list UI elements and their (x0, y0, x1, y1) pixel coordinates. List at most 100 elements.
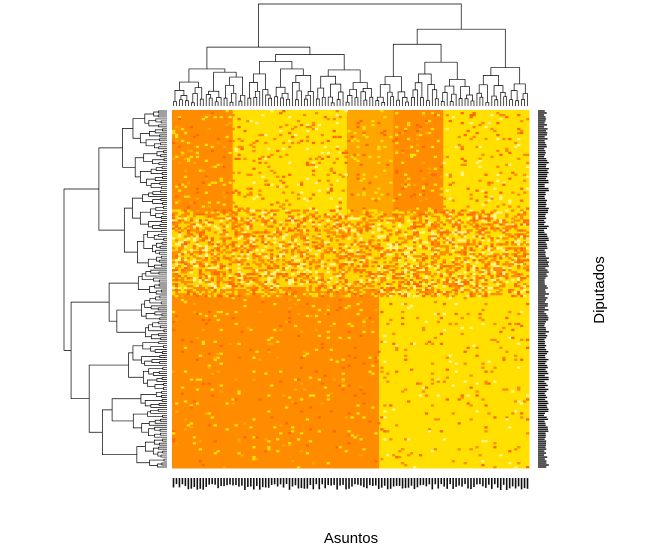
heatmap-cell (362, 133, 366, 137)
heatmap-cell (326, 151, 330, 155)
heatmap-cell (487, 269, 491, 272)
heatmap-cell (341, 294, 345, 298)
heatmap-cell (389, 438, 393, 441)
heatmap-cell (299, 283, 304, 286)
heatmap-cell (526, 398, 530, 401)
heatmap-cell (198, 261, 203, 264)
heatmap-cell (237, 277, 241, 280)
heatmap-cell (383, 292, 387, 296)
heatmap-cell (261, 215, 265, 218)
heatmap-cell (463, 233, 467, 236)
heatmap-cell (421, 193, 426, 196)
heatmap-cell (207, 251, 211, 254)
heatmap-cell (252, 277, 256, 280)
heatmap-cell (335, 227, 339, 230)
heatmap-cell (460, 249, 464, 252)
heatmap-cell (484, 213, 488, 216)
heatmap-cell (401, 316, 405, 320)
heatmap-cell (350, 324, 354, 328)
heatmap-cell (252, 219, 256, 222)
heatmap-cell (299, 263, 304, 266)
heatmap-cell (514, 410, 518, 413)
heatmap-cell (359, 215, 363, 218)
column-dendrogram-link (321, 96, 326, 106)
heatmap-cell (484, 215, 488, 218)
heatmap-cell (326, 394, 330, 397)
heatmap-cell (314, 287, 319, 290)
row-dendrogram-link (162, 212, 167, 215)
heatmap-cell (526, 247, 530, 250)
heatmap-cell (401, 273, 405, 276)
column-dendrogram-link (327, 69, 361, 83)
heatmap-cell (511, 225, 515, 228)
heatmap-cell (508, 177, 512, 180)
heatmap-cell (320, 141, 325, 145)
heatmap-cell (222, 294, 226, 298)
heatmap-cell (347, 269, 351, 272)
heatmap-cell (490, 113, 494, 117)
heatmap-cell (234, 149, 238, 153)
heatmap-cell (201, 181, 206, 184)
heatmap-cell (514, 257, 518, 260)
heatmap-cell (481, 227, 485, 230)
heatmap-cell (466, 394, 470, 397)
heatmap-cell (308, 406, 313, 409)
heatmap-cell (314, 292, 319, 296)
heatmap-cell (270, 287, 274, 290)
heatmap-cell (210, 394, 214, 397)
row-dendrogram-link (144, 441, 155, 452)
heatmap-cell (195, 197, 200, 200)
heatmap-cell (496, 275, 500, 278)
heatmap-cell (362, 219, 366, 222)
heatmap-cell (174, 239, 179, 242)
row-dendrogram-link (157, 114, 167, 118)
heatmap-cell (374, 209, 378, 212)
heatmap-cell (293, 294, 298, 298)
heatmap-cell (362, 211, 366, 214)
heatmap-cell (412, 239, 417, 242)
heatmap-cell (291, 460, 295, 463)
heatmap-cell (276, 356, 280, 359)
heatmap-cell (174, 125, 179, 129)
heatmap-cell (359, 289, 363, 292)
heatmap-cell (430, 227, 435, 230)
heatmap-cell (412, 294, 417, 298)
heatmap-cell (207, 221, 211, 224)
heatmap-cell (210, 237, 214, 240)
heatmap-cell (436, 247, 441, 250)
heatmap-cell (249, 281, 253, 284)
heatmap-cell (249, 143, 253, 147)
heatmap-cell (371, 277, 375, 280)
heatmap-cell (436, 223, 441, 226)
heatmap-cell (285, 209, 289, 212)
heatmap-cell (386, 221, 390, 224)
heatmap-cell (270, 235, 274, 238)
heatmap-cell (267, 249, 271, 252)
heatmap-cell (484, 191, 488, 194)
row-dendrogram-link (142, 342, 159, 350)
heatmap-cell (317, 215, 322, 218)
heatmap-cell (338, 115, 342, 119)
heatmap-cell (374, 211, 378, 214)
heatmap-cell (323, 285, 327, 288)
heatmap-cells (170, 108, 531, 470)
heatmap-cell (436, 380, 441, 383)
row-dendrogram-link (143, 153, 157, 163)
heatmap-cell (374, 245, 378, 248)
heatmap-cell (386, 251, 390, 254)
heatmap-cell (460, 147, 464, 151)
heatmap-cell (335, 261, 339, 264)
heatmap-cell (484, 125, 488, 129)
heatmap-cell (511, 261, 515, 264)
heatmap-cell (493, 292, 497, 296)
heatmap-cell (517, 342, 521, 345)
heatmap-cell (389, 289, 393, 292)
heatmap-cell (350, 285, 354, 288)
heatmap-cell (177, 249, 182, 252)
heatmap-cell (314, 127, 319, 131)
heatmap-cell (430, 281, 435, 284)
heatmap-cell (445, 265, 449, 268)
heatmap-cell (323, 215, 327, 218)
heatmap-cell (508, 225, 512, 228)
heatmap-cell (264, 372, 268, 375)
